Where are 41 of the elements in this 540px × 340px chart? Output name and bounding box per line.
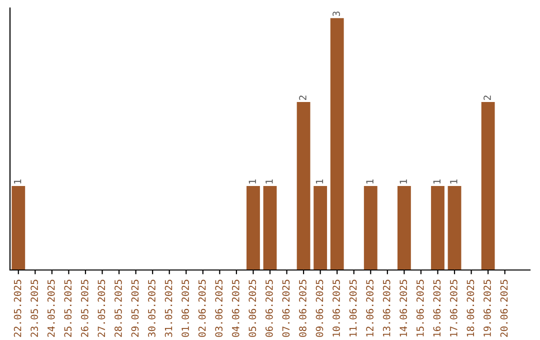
x-tick-label: 08.06.2025 [299, 280, 306, 337]
x-tick-label: 02.06.2025 [198, 280, 206, 337]
x-tick-label: 27.05.2025 [98, 280, 106, 337]
x-tick-label: 04.06.2025 [232, 280, 240, 337]
x-tick-label: 07.06.2025 [282, 280, 290, 337]
x-tick-label: 30.05.2025 [148, 280, 156, 337]
x-tick-label: 05.06.2025 [248, 280, 256, 337]
data-label: 1 [400, 179, 407, 184]
x-tick-label: 15.06.2025 [416, 280, 424, 336]
x-tick-label: 06.06.2025 [265, 280, 273, 337]
x-tick-label: 01.06.2025 [182, 280, 189, 337]
data-label: 1 [366, 179, 374, 184]
x-tick-label: 26.05.2025 [80, 280, 88, 337]
x-tick-label: 28.05.2025 [114, 280, 122, 337]
x-tick-label: 22.05.2025 [14, 280, 22, 337]
x-tick-label: 16.06.2025 [433, 280, 441, 336]
x-tick-label: 20.06.2025 [500, 280, 508, 337]
x-tick-label: 11.06.2025 [349, 280, 357, 336]
data-label: 1 [316, 179, 324, 184]
data-label: 1 [433, 179, 440, 184]
x-tick-label: 03.06.2025 [215, 280, 223, 337]
x-tick-label: 19.06.2025 [484, 280, 491, 336]
x-tick-label: 29.05.2025 [131, 280, 139, 337]
x-tick-label: 14.06.2025 [400, 280, 408, 336]
data-label: 1 [266, 179, 273, 184]
x-tick-label: 13.06.2025 [382, 280, 390, 336]
x-tick-label: 23.05.2025 [30, 280, 38, 337]
x-tick-label: 24.05.2025 [47, 280, 55, 337]
x-tick-label: 10.06.2025 [332, 280, 340, 336]
x-tick-label: 17.06.2025 [450, 280, 458, 336]
x-tick-label: 25.05.2025 [64, 280, 72, 337]
data-label: 2 [484, 96, 491, 100]
x-tick-label: 09.06.2025 [316, 280, 324, 337]
x-tick-label: 12.06.2025 [366, 280, 374, 336]
x-tick-label: 18.06.2025 [466, 280, 474, 336]
data-label: 1 [248, 179, 256, 184]
x-tick-label: 31.05.2025 [164, 280, 172, 337]
data-label: 1 [14, 179, 22, 184]
data-label: 3 [332, 12, 340, 16]
data-label: 2 [299, 96, 306, 100]
data-label: 1 [450, 179, 458, 184]
